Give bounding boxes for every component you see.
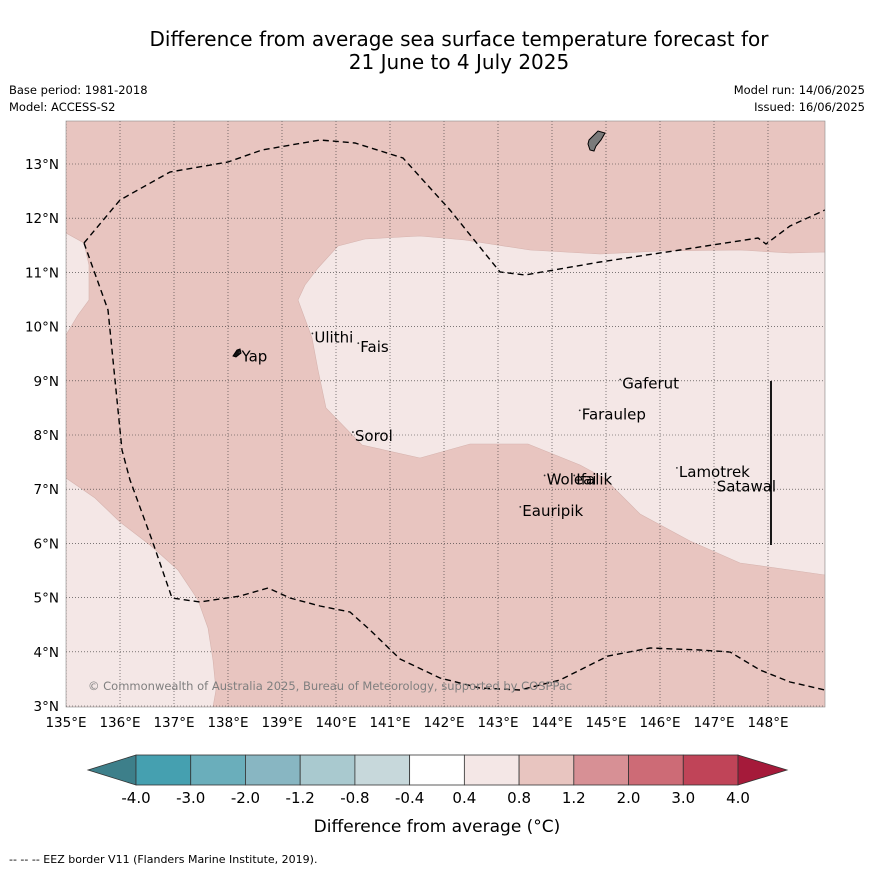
latitude-tick-label: 7°N — [34, 482, 59, 498]
place-label: Gaferut — [622, 375, 679, 393]
place-marker — [713, 481, 716, 484]
latitude-tick-label: 6°N — [34, 536, 59, 552]
latitude-tick-label: 13°N — [25, 157, 59, 173]
colorbar-tick-label: 0.8 — [507, 789, 531, 807]
place-labels: Yap Ulithi Fais Sorol Gaferut Faraulep WoleaiI… — [238, 328, 776, 520]
copyright-text: © Commonwealth of Australia 2025, Bureau… — [88, 679, 572, 693]
place-label: Woleai — [547, 470, 597, 488]
island-yap — [232, 348, 242, 358]
place-marker — [619, 378, 622, 381]
colorbar-segment — [354, 754, 411, 786]
colorbar-segment — [299, 754, 356, 786]
place-marker — [352, 431, 354, 433]
place-marker — [311, 332, 314, 335]
latitude-tick-label: 5°N — [34, 591, 59, 607]
place-label: Ifalik — [576, 470, 612, 488]
longitude-tick-label: 138°E — [207, 715, 248, 731]
longitude-tick-label: 135°E — [45, 715, 86, 731]
latitude-tick-label: 10°N — [25, 320, 59, 336]
latitude-tick-label: 9°N — [34, 374, 59, 390]
graticule — [66, 121, 825, 707]
place-label: Sorol — [355, 427, 393, 445]
colorbar-tick-label: 4.0 — [726, 789, 750, 807]
colorbar-segment — [573, 754, 629, 786]
footnote-eez: -- -- -- EEZ border V11 (Flanders Marine… — [9, 853, 318, 866]
colorbar-segment — [135, 754, 192, 786]
title-line-1: Difference from average sea surface temp… — [149, 27, 769, 51]
longitude-tick-label: 139°E — [261, 715, 302, 731]
meta-left: Base period: 1981-2018 Model: ACCESS-S2 — [9, 82, 148, 116]
island-guam — [587, 130, 606, 152]
longitude-tick-label: 144°E — [531, 715, 572, 731]
place-marker — [238, 351, 241, 354]
place-label: Faraulep — [582, 405, 646, 423]
colorbar-tick-label: -1.2 — [286, 789, 315, 807]
longitude-tick-label: 140°E — [315, 715, 356, 731]
latitude-tick-label: 8°N — [34, 428, 59, 444]
colorbar-tick-label: -3.0 — [176, 789, 205, 807]
colorbar-segment — [409, 754, 465, 786]
colorbar-segment — [682, 754, 739, 786]
place-label: Yap — [241, 347, 268, 365]
latitude-tick-label: 11°N — [25, 265, 59, 281]
latitude-labels: 3°N 4°N 5°N 6°N 7°N 8°N 9°N 10°N 11°N 12°N 13°N — [25, 157, 59, 715]
issued-date: Issued: 16/06/2025 — [754, 100, 865, 114]
colorbar-tick-label: 1.2 — [562, 789, 586, 807]
colorbar-segment — [628, 754, 684, 786]
model-run: Model run: 14/06/2025 — [733, 83, 865, 97]
meta-right: Model run: 14/06/2025 Issued: 16/06/2025 — [734, 82, 865, 116]
place-label: Eauripik — [522, 502, 583, 520]
colorbar-extend-low — [86, 754, 137, 786]
anomaly-band-0.4-0.8-north — [297, 235, 825, 576]
place-marker — [573, 474, 576, 477]
colorbar-label: Difference from average (°C) — [314, 817, 561, 837]
longitude-tick-label: 137°E — [153, 715, 194, 731]
colorbar-tick-label: -0.8 — [340, 789, 369, 807]
colorbar-segment — [463, 754, 520, 786]
colorbar-tick-label: -4.0 — [121, 789, 150, 807]
colorbar: -4.0 -3.0 -2.0 -1.2 -0.8 -0.4 0.4 0.8 1.2 2.0 3.0 4… — [86, 754, 789, 807]
longitude-labels: 135°E 136°E 137°E 138°E 139°E 140°E 141°E 142°E… — [45, 715, 788, 731]
longitude-tick-label: 136°E — [99, 715, 140, 731]
place-marker — [578, 409, 581, 412]
longitude-tick-label: 143°E — [477, 715, 518, 731]
colorbar-tick-label: 2.0 — [617, 789, 641, 807]
place-marker — [676, 466, 678, 469]
longitude-tick-label: 145°E — [585, 715, 626, 731]
colorbar-segment — [190, 754, 246, 786]
place-label: Fais — [360, 338, 389, 356]
place-label: Ulithi — [314, 328, 353, 346]
latitude-tick-label: 4°N — [34, 645, 59, 661]
map-frame — [65, 120, 826, 708]
longitude-tick-label: 141°E — [369, 715, 410, 731]
place-marker — [519, 505, 522, 508]
longitude-tick-label: 148°E — [747, 715, 788, 731]
colorbar-tick-label: 3.0 — [671, 789, 695, 807]
place-marker — [357, 342, 360, 345]
title-line-2: 21 June to 4 July 2025 — [348, 50, 570, 74]
place-marker — [543, 474, 546, 477]
colorbar-tick-label: -2.0 — [231, 789, 260, 807]
anomaly-band-0.4-0.8-southwest — [66, 477, 217, 707]
place-label: Lamotrek — [679, 463, 750, 481]
model-name: Model: ACCESS-S2 — [9, 100, 116, 114]
colorbar-tick-label: 0.4 — [452, 789, 476, 807]
map-area: Yap Ulithi Fais Sorol Gaferut Faraulep WoleaiI… — [66, 121, 825, 707]
eez-border — [83, 139, 825, 691]
longitude-tick-label: 142°E — [423, 715, 464, 731]
colorbar-segment — [518, 754, 575, 786]
longitude-tick-label: 146°E — [639, 715, 680, 731]
colorbar-segment — [245, 754, 301, 786]
colorbar-tick-label: -0.4 — [395, 789, 424, 807]
colorbar-extend-high — [737, 754, 789, 786]
base-period: Base period: 1981-2018 — [9, 83, 148, 97]
latitude-tick-label: 3°N — [34, 699, 59, 715]
chart-title: Difference from average sea surface temp… — [0, 28, 873, 74]
place-label: Satawal — [717, 477, 776, 495]
latitude-tick-label: 12°N — [25, 211, 59, 227]
longitude-tick-label: 147°E — [693, 715, 734, 731]
